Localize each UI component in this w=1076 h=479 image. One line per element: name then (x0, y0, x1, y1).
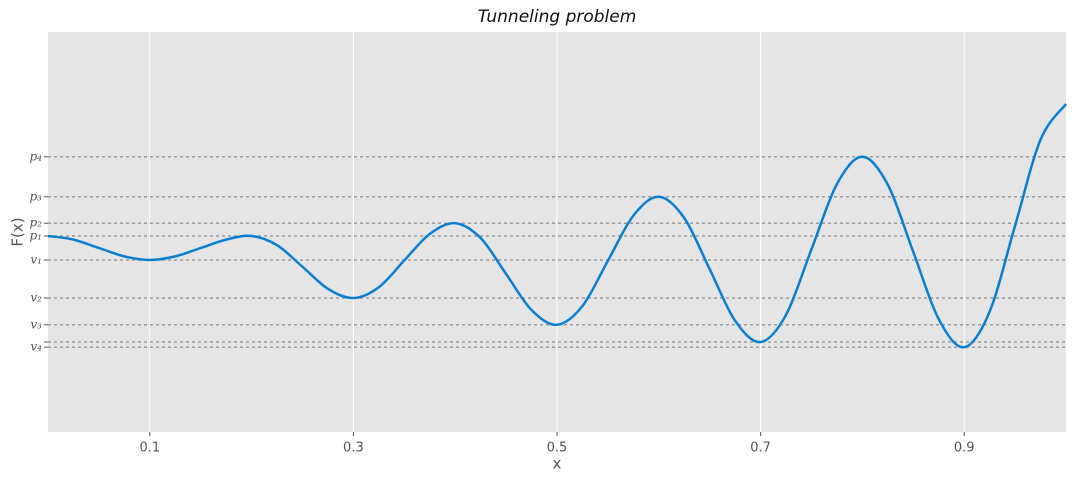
x-tick-label: 0.3 (343, 441, 364, 456)
x-tick-label: 0.9 (954, 441, 975, 456)
line (47, 103, 1068, 349)
y-tick-label: v₄ (30, 340, 42, 354)
y-axis-label: F(x) (9, 217, 27, 246)
y-tick-label: v₁ (30, 253, 42, 267)
x-tick-label: 0.7 (750, 441, 771, 456)
x-tick-label: 0.5 (547, 441, 568, 456)
y-tick-label: p₄ (30, 149, 43, 163)
y-tick-label: p₂ (30, 216, 43, 230)
y-tick-label: v₃ (30, 317, 42, 331)
x-axis-label: x (553, 455, 562, 473)
x-tick-label: 0.1 (139, 441, 160, 456)
y-tick-label: p₁ (30, 229, 43, 243)
chart-title: Tunneling problem (478, 7, 637, 27)
y-tick-label: p₃ (30, 189, 43, 203)
y-tick-label: v₂ (30, 291, 42, 305)
